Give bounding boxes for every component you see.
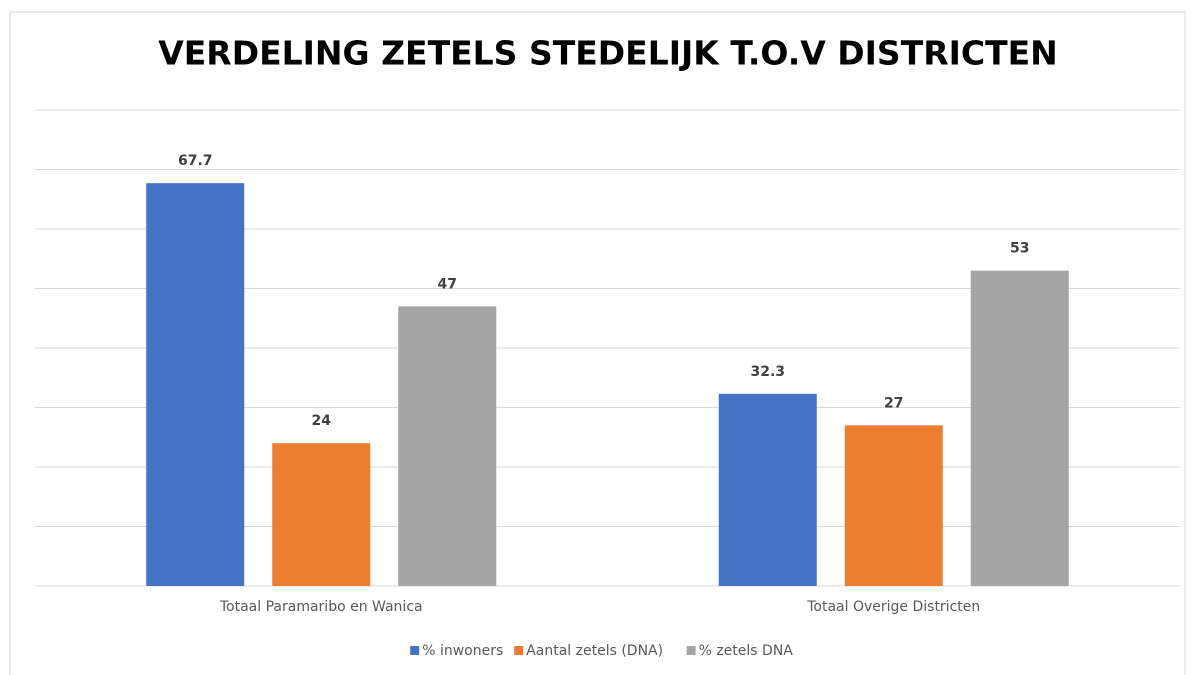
legend-swatch	[410, 646, 420, 655]
x-tick-label: Totaal Overige Districten	[806, 599, 980, 615]
bar	[844, 425, 943, 586]
data-label: 32.3	[750, 364, 785, 380]
x-tick-label: Totaal Paramaribo en Wanica	[219, 599, 423, 615]
bar	[970, 270, 1069, 586]
legend-swatch	[514, 646, 524, 655]
data-label: 53	[1010, 241, 1029, 257]
data-label: 27	[884, 395, 903, 411]
data-label: 67.7	[178, 153, 213, 169]
bar	[718, 393, 817, 586]
legend-label: % zetels DNA	[699, 643, 794, 659]
chart-title: VERDELING ZETELS STEDELIJK T.O.V DISTRIC…	[158, 34, 1058, 73]
bar	[272, 443, 371, 586]
legend-label: % inwoners	[422, 643, 503, 659]
legend: % inwoners Aantal zetels (DNA) % zetels DN…	[410, 643, 793, 659]
legend-swatch	[686, 646, 696, 655]
bar	[146, 183, 245, 586]
legend-label: Aantal zetels (DNA)	[526, 643, 663, 659]
bar	[398, 306, 497, 586]
data-label: 47	[438, 276, 457, 292]
data-label: 24	[312, 413, 332, 429]
